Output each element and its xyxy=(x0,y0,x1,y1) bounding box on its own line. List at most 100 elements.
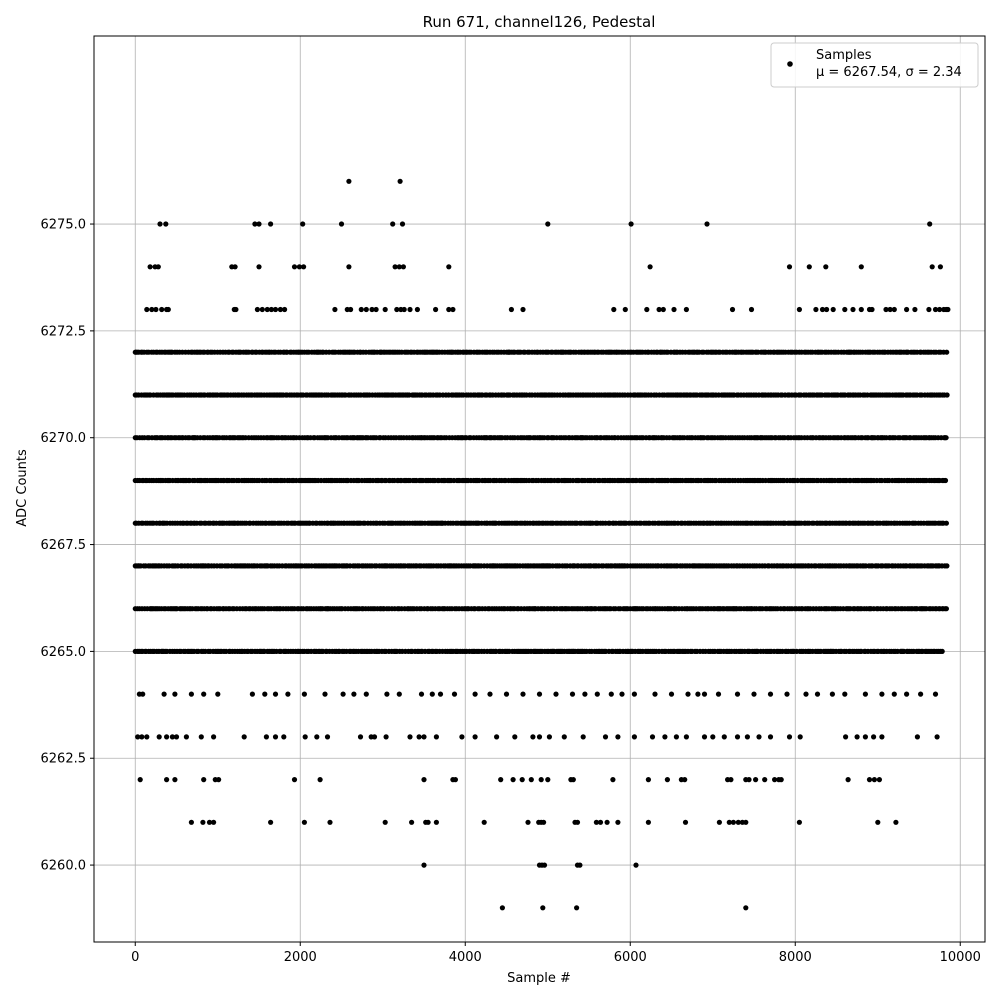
data-point xyxy=(610,777,616,783)
data-point xyxy=(291,777,298,783)
data-point xyxy=(472,691,478,697)
data-point xyxy=(363,691,369,697)
data-point xyxy=(382,819,388,825)
data-point xyxy=(407,306,413,313)
data-point xyxy=(363,306,369,313)
data-point xyxy=(407,734,413,740)
data-point xyxy=(772,777,778,783)
data-point xyxy=(593,819,600,825)
data-point xyxy=(622,306,628,313)
data-point xyxy=(264,306,270,313)
data-point xyxy=(671,306,677,313)
data-point xyxy=(259,306,265,313)
data-point xyxy=(615,819,621,825)
data-point xyxy=(536,734,543,740)
data-point xyxy=(340,691,346,697)
data-point xyxy=(926,306,932,313)
data-point xyxy=(939,648,945,655)
data-point xyxy=(944,392,950,398)
data-point xyxy=(149,306,155,313)
data-point xyxy=(695,691,701,697)
data-point xyxy=(729,306,736,313)
data-point xyxy=(291,264,298,270)
data-point xyxy=(200,819,206,825)
data-point xyxy=(546,734,553,740)
data-point xyxy=(879,734,885,740)
data-point xyxy=(803,691,809,697)
data-point xyxy=(597,819,604,825)
data-point xyxy=(446,306,452,313)
data-point xyxy=(256,264,262,270)
data-point xyxy=(710,734,716,740)
data-point xyxy=(211,819,217,825)
data-point xyxy=(418,691,425,697)
data-point xyxy=(891,691,897,697)
data-point xyxy=(499,905,505,911)
data-point xyxy=(762,777,768,783)
data-point xyxy=(135,734,141,740)
data-point xyxy=(536,691,543,697)
y-tick-label: 6267.5 xyxy=(41,538,87,553)
data-point xyxy=(944,563,950,569)
data-point xyxy=(858,264,864,270)
data-point xyxy=(945,306,951,313)
data-point xyxy=(786,264,793,270)
data-point xyxy=(943,435,949,441)
data-point xyxy=(164,777,170,783)
data-point xyxy=(704,221,710,227)
data-point xyxy=(656,306,662,313)
data-point xyxy=(934,734,940,740)
data-point xyxy=(140,691,146,697)
data-point xyxy=(520,306,526,313)
data-point xyxy=(396,691,402,697)
data-point xyxy=(843,734,849,740)
data-point xyxy=(932,306,939,313)
data-point xyxy=(746,777,752,783)
data-point xyxy=(830,306,836,313)
data-point xyxy=(869,306,875,313)
data-point xyxy=(459,734,465,740)
data-point xyxy=(169,734,175,740)
data-point xyxy=(161,691,167,697)
data-points xyxy=(132,178,951,911)
data-point xyxy=(647,264,653,270)
data-point xyxy=(577,862,583,868)
data-point xyxy=(394,306,400,313)
data-point xyxy=(561,734,567,740)
data-point xyxy=(611,306,617,313)
data-point xyxy=(858,306,864,313)
data-point xyxy=(918,691,924,697)
data-point xyxy=(263,734,269,740)
data-point xyxy=(144,734,150,740)
data-point xyxy=(814,691,821,697)
data-point xyxy=(494,734,500,740)
data-point xyxy=(545,221,551,227)
data-point xyxy=(862,691,869,697)
data-point xyxy=(317,777,323,783)
data-point xyxy=(163,221,169,227)
data-point xyxy=(582,691,588,697)
data-point xyxy=(147,264,153,270)
legend-marker xyxy=(787,61,793,67)
data-point xyxy=(842,691,848,697)
data-point xyxy=(450,306,456,313)
y-tick-label: 6265.0 xyxy=(41,645,87,660)
data-point xyxy=(806,264,812,270)
data-point xyxy=(172,777,178,783)
data-point xyxy=(332,306,338,313)
data-point xyxy=(574,819,581,825)
data-point xyxy=(767,691,774,697)
data-point xyxy=(206,819,213,825)
legend-series-name: Samples xyxy=(816,48,872,63)
data-point xyxy=(301,819,307,825)
data-point xyxy=(481,819,487,825)
data-point xyxy=(668,691,675,697)
data-point xyxy=(414,306,420,313)
data-point xyxy=(767,734,774,740)
x-tick-label: 2000 xyxy=(284,950,317,965)
data-point xyxy=(580,734,586,740)
data-point xyxy=(433,819,439,825)
data-point xyxy=(734,691,741,697)
data-point xyxy=(157,221,163,227)
